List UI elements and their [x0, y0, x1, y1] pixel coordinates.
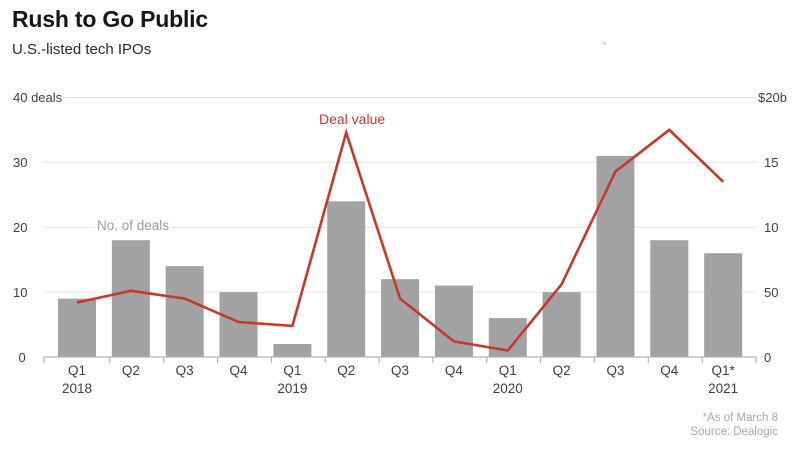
- x-axis-year-label: 2019: [277, 381, 308, 396]
- deals-bar: [650, 240, 689, 357]
- x-axis-quarter-label: Q2: [552, 363, 571, 378]
- left-axis-tick-label: 10: [13, 284, 31, 300]
- footnote: *As of March 8 Source: Dealogic: [690, 412, 778, 439]
- right-axis-tick-label: 50: [762, 284, 779, 300]
- x-axis-quarter-label: Q3: [391, 363, 410, 378]
- deal-value-line: [76, 127, 725, 352]
- deals-bar: [165, 266, 204, 357]
- left-axis-tick-label: 40 deals: [13, 90, 66, 105]
- x-axis-quarter-label: Q1*: [711, 363, 735, 378]
- x-axis-year-label: 2021: [708, 381, 739, 396]
- right-axis-tick-label: 10: [762, 219, 779, 235]
- bars-series-label: No. of deals: [94, 218, 173, 234]
- x-axis-quarter-label: Q1: [498, 363, 517, 378]
- deals-bar: [273, 344, 312, 357]
- line-series-label: Deal value: [316, 111, 389, 127]
- x-axis-year-label: 2020: [492, 381, 523, 396]
- deals-bar: [704, 253, 743, 357]
- deals-bar: [327, 201, 366, 357]
- deals-bar: [219, 292, 258, 357]
- right-axis-tick-label: 15: [762, 154, 779, 170]
- right-axis-tick-label: $20b: [756, 90, 787, 105]
- deals-bar: [111, 240, 150, 357]
- left-axis-tick-label: 20: [13, 219, 31, 235]
- deals-bar: [542, 292, 581, 357]
- chart-subtitle: U.S.-listed tech IPOs: [12, 41, 152, 58]
- left-axis-tick-label: 30: [13, 154, 31, 170]
- deals-bar: [596, 155, 635, 357]
- footnote-source: Source: Dealogic: [690, 425, 778, 438]
- right-axis-tick-label: 0: [762, 349, 772, 365]
- deals-bar: [381, 279, 420, 357]
- x-axis-quarter-label: Q1: [283, 363, 302, 378]
- left-axis-tick-label: 0: [18, 349, 29, 365]
- x-axis-quarter-label: Q4: [229, 363, 248, 378]
- footnote-asterisk-note: *As of March 8: [702, 412, 778, 424]
- x-axis-quarter-label: Q1: [67, 363, 86, 378]
- x-axis-quarter-label: Q4: [444, 363, 463, 378]
- x-axis-quarter-label: Q2: [337, 363, 356, 378]
- chart-title: Rush to Go Public: [12, 6, 208, 32]
- x-axis-year-label: 2018: [61, 381, 93, 396]
- deals-bar: [434, 285, 473, 357]
- deals-bar: [58, 298, 96, 357]
- x-axis-quarter-label: Q2: [121, 363, 140, 378]
- stray-pixel-artifact: [603, 42, 606, 45]
- x-axis-quarter-label: Q3: [175, 363, 194, 378]
- x-axis-quarter-label: Q4: [660, 363, 679, 378]
- x-axis-quarter-label: Q3: [606, 363, 625, 378]
